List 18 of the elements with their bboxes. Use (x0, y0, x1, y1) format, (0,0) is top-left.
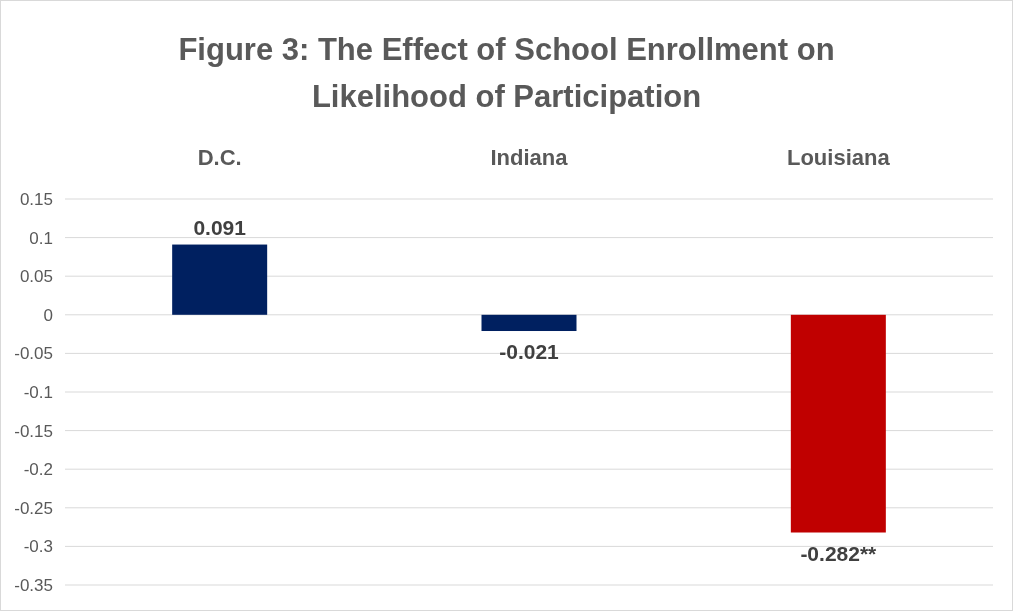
y-tick-label: 0.1 (29, 228, 53, 248)
y-tick-label: 0 (43, 305, 53, 325)
y-tick-label: -0.35 (14, 575, 53, 595)
y-tick-label: -0.3 (23, 537, 53, 557)
data-label: -0.282** (800, 541, 878, 565)
y-tick-label: 0.05 (19, 267, 53, 287)
y-tick-label: -0.2 (23, 460, 53, 480)
y-tick-label: -0.1 (23, 382, 53, 402)
x-tick-label: D.C. (197, 145, 242, 170)
y-tick-label: -0.05 (14, 344, 53, 364)
y-tick-label: -0.15 (14, 421, 53, 441)
x-tick-label: Indiana (490, 145, 569, 170)
chart-title: Figure 3: The Effect of School Enrollment on Likelihood of Participation (178, 32, 835, 114)
y-tick-label: -0.25 (14, 498, 53, 518)
data-label: 0.091 (193, 215, 247, 239)
y-tick-label: 0.15 (19, 189, 53, 209)
x-tick-label: Louisiana (786, 145, 891, 170)
data-label: -0.021 (499, 340, 560, 364)
